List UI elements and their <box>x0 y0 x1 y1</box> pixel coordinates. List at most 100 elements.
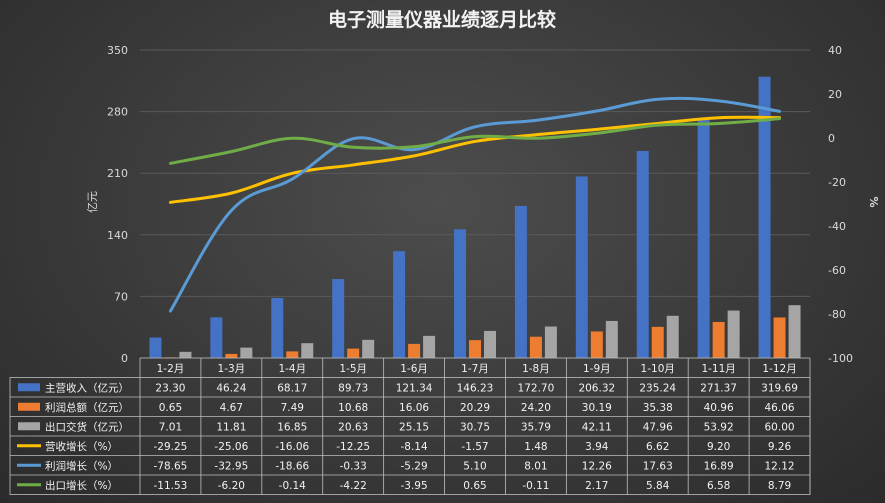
table-cell: 10.68 <box>338 402 368 414</box>
table-cell: 172.70 <box>518 382 555 394</box>
table-cell: -78.65 <box>154 460 188 472</box>
bar-revenue <box>514 206 527 358</box>
table-cell: 0.65 <box>463 480 486 492</box>
line-profit-growth <box>168 96 782 313</box>
table-cell: 47.96 <box>643 421 673 433</box>
legend-entry: 利润增长（%） <box>45 459 118 472</box>
table-cell: -1.57 <box>461 441 488 453</box>
bar-profit <box>529 336 542 358</box>
table-cell: 12.12 <box>765 460 795 472</box>
x-tick-label: 1-11月 <box>701 363 735 375</box>
table-cell: 6.62 <box>646 441 669 453</box>
bar-revenue <box>393 251 406 358</box>
y2-axis-label: % <box>867 196 880 207</box>
table-cell: 30.75 <box>460 421 490 433</box>
table-cell: -3.95 <box>401 480 428 492</box>
table-cell: 46.06 <box>765 402 795 414</box>
bar-profit <box>286 351 299 358</box>
bar-profit <box>469 340 481 358</box>
bar-export <box>605 320 618 358</box>
legend-entry: 出口增长（%） <box>45 479 118 492</box>
table-cell: -0.33 <box>340 460 367 472</box>
x-tick-label: 1-9月 <box>583 363 611 375</box>
bar-profit <box>408 343 421 358</box>
table-cell: 235.24 <box>639 382 676 394</box>
x-tick-label: 1-3月 <box>218 363 246 375</box>
table-cell: -32.95 <box>214 460 248 472</box>
table-cell: 12.26 <box>582 460 612 472</box>
table-cell: 7.01 <box>159 421 182 433</box>
table-cell: 16.85 <box>277 421 307 433</box>
y2-tick-label: -20 <box>828 176 846 189</box>
bar-revenue <box>149 337 162 358</box>
y-tick-label: 280 <box>107 106 128 119</box>
legend-swatch <box>18 422 40 431</box>
bar-profit <box>225 353 238 358</box>
table-cell: -25.06 <box>214 441 248 453</box>
table-cell: 2.17 <box>585 480 608 492</box>
bar-export <box>788 305 801 358</box>
table-cell: 0.65 <box>159 402 182 414</box>
table-cell: 1.48 <box>524 441 547 453</box>
bar-profit <box>651 326 664 358</box>
table-cell: 17.63 <box>643 460 673 472</box>
table-cell: 89.73 <box>338 382 368 394</box>
x-tick-label: 1-5月 <box>339 363 367 375</box>
table-cell: -6.20 <box>218 480 245 492</box>
y-tick-label: 140 <box>107 229 128 242</box>
table-cell: 11.81 <box>216 421 246 433</box>
table-cell: 60.00 <box>765 421 795 433</box>
bar-profit <box>773 317 786 358</box>
y-tick-label: 210 <box>107 167 128 180</box>
table-cell: 46.24 <box>216 382 246 394</box>
table-cell: 30.19 <box>582 402 612 414</box>
bar-export <box>301 343 314 358</box>
table-cell: 8.79 <box>768 480 791 492</box>
x-tick-label: 1-6月 <box>400 363 428 375</box>
line-revenue-growth <box>168 115 782 204</box>
table-cell: 121.34 <box>396 382 433 394</box>
x-tick-label: 1-12月 <box>762 363 796 375</box>
x-tick-label: 1-7月 <box>461 363 489 375</box>
bar-revenue <box>271 298 284 358</box>
bar-revenue <box>575 176 588 358</box>
table-cell: 20.29 <box>460 402 490 414</box>
table-cell: 4.67 <box>220 402 243 414</box>
bar-revenue <box>210 317 223 358</box>
table-cell: 24.20 <box>521 402 551 414</box>
legend-swatch <box>18 402 40 411</box>
bar-export <box>362 339 375 358</box>
table-cell: 9.20 <box>707 441 730 453</box>
y-tick-label: 70 <box>114 290 128 303</box>
table-cell: 206.32 <box>578 382 615 394</box>
chart-title: 电子测量仪器业绩逐月比较 <box>328 8 556 31</box>
bar-profit <box>712 321 725 358</box>
data-table: 1-2月 1-3月 1-4月 1-5月 1-6月 1-7月 1-8月 1-9月 1-10月 1-1… <box>9 357 811 495</box>
table-cell: -8.14 <box>401 441 428 453</box>
legend-entry: 营收增长（%） <box>45 440 118 453</box>
table-cell: -0.11 <box>522 480 549 492</box>
bar-revenue <box>454 229 466 358</box>
right-axis: -100 -80 -60 -40 -20 0 20 40 <box>828 44 853 365</box>
y2-tick-label: 40 <box>828 44 842 57</box>
table-cell: 25.15 <box>399 421 429 433</box>
table-cell: -0.14 <box>279 480 306 492</box>
y2-tick-label: -80 <box>828 308 846 321</box>
table-cell: -11.53 <box>154 480 188 492</box>
x-tick-label: 1-8月 <box>522 363 550 375</box>
legend-entry: 出口交货（亿元） <box>45 420 129 433</box>
table-cell: 8.01 <box>524 460 547 472</box>
bar-revenue <box>636 150 649 358</box>
bar-profit <box>590 331 603 358</box>
y2-tick-label: 20 <box>828 88 842 101</box>
table-cell: -29.25 <box>154 441 188 453</box>
y-tick-label: 0 <box>121 352 128 365</box>
table-cell: -5.29 <box>401 460 428 472</box>
table-cell: 6.58 <box>707 480 730 492</box>
table-cell: 16.89 <box>704 460 734 472</box>
bar-revenue <box>332 279 345 358</box>
table-cell: 3.94 <box>585 441 609 453</box>
y2-tick-label: -100 <box>828 352 853 365</box>
table-cell: 35.79 <box>521 421 551 433</box>
